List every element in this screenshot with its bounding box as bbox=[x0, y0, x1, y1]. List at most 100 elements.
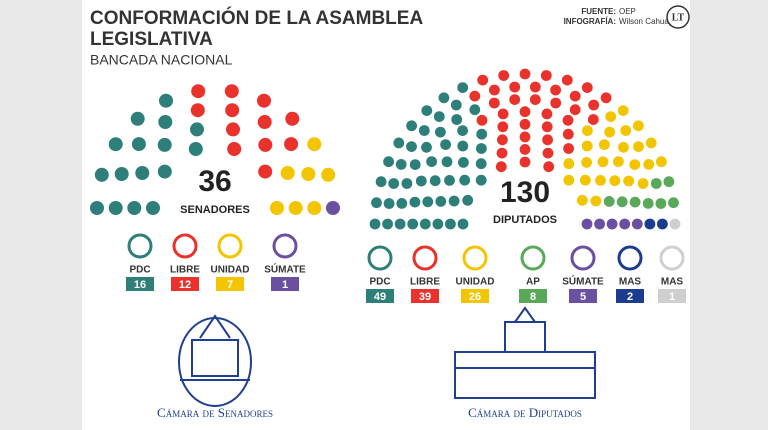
seat bbox=[146, 201, 160, 215]
seat bbox=[550, 84, 561, 96]
seat bbox=[609, 175, 621, 187]
seat bbox=[563, 143, 574, 154]
seat bbox=[429, 175, 441, 187]
seat bbox=[477, 74, 489, 86]
source: OEP bbox=[619, 7, 636, 16]
seat bbox=[599, 139, 610, 151]
seat bbox=[270, 201, 284, 215]
deputies-building bbox=[454, 306, 596, 399]
seat bbox=[597, 156, 609, 168]
seat bbox=[540, 70, 552, 81]
seat bbox=[563, 174, 575, 186]
seat bbox=[418, 125, 430, 136]
party-name: MAS bbox=[619, 277, 642, 288]
seat bbox=[158, 115, 173, 129]
seat bbox=[369, 218, 381, 230]
seat bbox=[519, 131, 531, 143]
seat-count: 2 bbox=[627, 291, 633, 303]
senate-building bbox=[178, 314, 252, 407]
seat bbox=[396, 198, 408, 209]
seat bbox=[459, 174, 471, 186]
seat bbox=[587, 114, 599, 125]
seat bbox=[581, 82, 593, 93]
seat bbox=[225, 103, 240, 118]
party-logo bbox=[172, 233, 198, 259]
logo bbox=[666, 5, 690, 29]
seat bbox=[191, 84, 206, 99]
party-name: SÚMATE bbox=[562, 275, 604, 288]
seat-box bbox=[569, 289, 597, 303]
seat bbox=[643, 159, 655, 170]
seat bbox=[458, 157, 469, 168]
seat bbox=[509, 94, 521, 105]
seat bbox=[451, 114, 463, 125]
title: CONFORMACIÓN DE LA ASAMBLEA bbox=[90, 7, 423, 29]
seat bbox=[496, 147, 508, 159]
seat bbox=[307, 137, 322, 152]
party-name: LIBRE bbox=[410, 277, 440, 288]
party-logo bbox=[462, 245, 488, 271]
seat bbox=[407, 218, 419, 230]
seat bbox=[476, 114, 488, 126]
seat-count: 39 bbox=[419, 291, 431, 303]
seat bbox=[301, 167, 316, 181]
seat bbox=[394, 218, 406, 230]
seat bbox=[435, 196, 447, 207]
seat bbox=[258, 164, 273, 179]
seat bbox=[307, 201, 322, 215]
party-name: LIBRE bbox=[170, 265, 200, 276]
total: 130 bbox=[500, 176, 550, 209]
seat bbox=[457, 82, 469, 93]
seat bbox=[157, 164, 172, 179]
seat bbox=[383, 198, 395, 209]
seat-box bbox=[519, 289, 547, 303]
seat bbox=[489, 84, 500, 96]
seat bbox=[401, 178, 413, 189]
seat bbox=[157, 137, 172, 152]
seat bbox=[440, 139, 451, 151]
seat bbox=[258, 137, 273, 152]
seat bbox=[457, 140, 469, 152]
seat bbox=[618, 141, 629, 153]
party-name: SÚMATE bbox=[264, 263, 306, 276]
seat bbox=[130, 111, 145, 126]
panel bbox=[82, 0, 690, 430]
seat-box bbox=[461, 289, 489, 303]
credit-label: INFOGRAFÍA: bbox=[564, 17, 616, 26]
seat-box bbox=[171, 277, 199, 291]
seat-box bbox=[216, 277, 244, 291]
seat bbox=[519, 144, 531, 155]
seat bbox=[590, 195, 602, 207]
seat bbox=[542, 134, 553, 146]
seat bbox=[476, 143, 487, 154]
seat bbox=[519, 118, 531, 130]
seat-box bbox=[366, 289, 394, 303]
seat bbox=[656, 156, 667, 168]
seat bbox=[541, 108, 553, 120]
seat bbox=[433, 111, 445, 122]
seat bbox=[498, 70, 510, 81]
seat bbox=[613, 156, 624, 168]
seat bbox=[422, 196, 434, 208]
seat bbox=[629, 159, 641, 171]
seat bbox=[444, 175, 455, 186]
seat bbox=[476, 128, 488, 140]
seat bbox=[462, 194, 474, 206]
seat bbox=[224, 84, 239, 99]
seat bbox=[108, 137, 123, 152]
seat bbox=[563, 158, 575, 170]
seat bbox=[131, 137, 146, 152]
seat bbox=[127, 201, 142, 215]
seat-box bbox=[126, 277, 154, 291]
seat bbox=[543, 161, 555, 173]
seat bbox=[603, 196, 615, 207]
seat bbox=[645, 137, 657, 149]
seat bbox=[415, 175, 427, 187]
party-logo bbox=[412, 245, 438, 271]
seat bbox=[663, 176, 675, 188]
total-label: SENADORES bbox=[180, 204, 250, 216]
seat bbox=[617, 105, 629, 116]
seat bbox=[495, 161, 507, 173]
seat bbox=[188, 142, 203, 156]
seat bbox=[190, 122, 204, 137]
